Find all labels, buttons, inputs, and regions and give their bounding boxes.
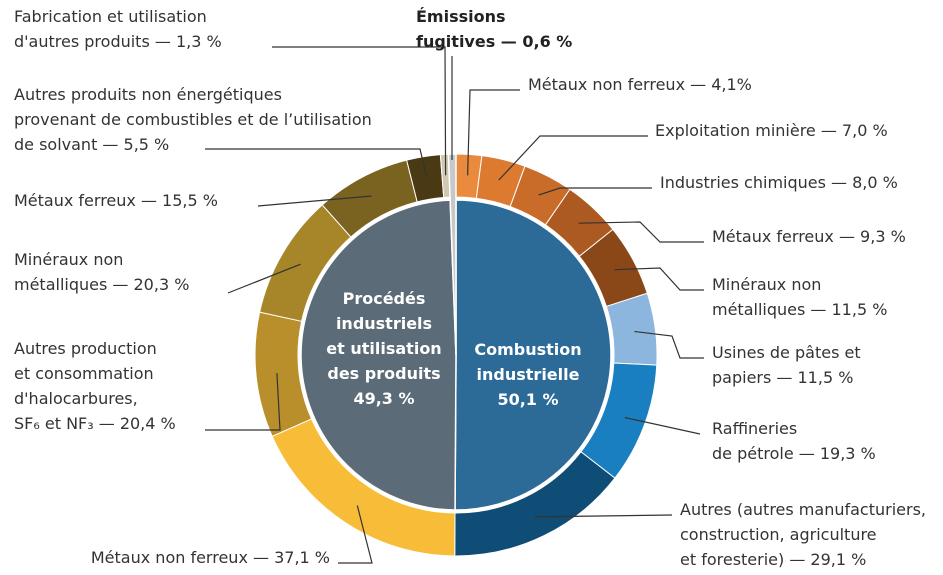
- label-line: Métaux non ferreux — 4,1%: [528, 75, 752, 94]
- label: Métaux ferreux — 9,3 %: [712, 227, 906, 246]
- leader-line: [614, 267, 704, 291]
- leader-line: [257, 195, 372, 207]
- label: Autres production et consommation d'haloca…: [14, 339, 176, 433]
- outer-segment: [605, 292, 658, 366]
- label: Autres (autres manufacturiers, constructi…: [680, 500, 926, 569]
- inner-slice: [300, 199, 457, 511]
- label-line: métalliques — 20,3 %: [14, 275, 189, 294]
- leader-line: [272, 46, 447, 176]
- label-line: Autres production: [14, 339, 157, 358]
- label-line: Émissions: [416, 7, 506, 26]
- label-line: Autres produits non énergétiques: [14, 85, 282, 104]
- label-line: industriels: [336, 314, 432, 333]
- label-line: construction, agriculture: [680, 525, 877, 544]
- label-line: industrielle: [477, 365, 580, 384]
- leader-line: [634, 330, 704, 359]
- label-line: Métaux ferreux — 9,3 %: [712, 227, 906, 246]
- label-line: Fabrication et utilisation: [14, 7, 207, 26]
- leader-line: [338, 505, 373, 564]
- leader-line: [498, 135, 648, 181]
- label-line: Autres (autres manufacturiers,: [680, 500, 926, 519]
- label-line: Combustion: [474, 340, 581, 359]
- label: Procédés industriels et utilisation des pro…: [326, 289, 441, 408]
- leader-line: [227, 263, 301, 294]
- label-line: de pétrole — 19,3 %: [712, 444, 876, 463]
- label-line: Raffineries: [712, 419, 797, 438]
- label-line: Procédés: [343, 289, 426, 308]
- leader-line: [205, 373, 281, 431]
- label-line: Métaux ferreux — 15,5 %: [14, 191, 218, 210]
- label-line: de solvant — 5,5 %: [14, 135, 169, 154]
- label-line: 49,3 %: [353, 389, 414, 408]
- label-line: et foresterie) — 29,1 %: [680, 550, 866, 569]
- label: Usines de pâtes et papiers — 11,5 %: [712, 343, 861, 387]
- label-line: SF₆ et NF₃ — 20,4 %: [14, 414, 176, 433]
- label-line: 50,1 %: [497, 390, 558, 409]
- label: Autres produits non énergétiques provenan…: [14, 85, 372, 154]
- label-line: Minéraux non: [712, 275, 821, 294]
- label-line: d'halocarbures,: [14, 389, 138, 408]
- label: Minéraux non métalliques — 20,3 %: [14, 250, 189, 294]
- label: Exploitation minière — 7,0 %: [655, 121, 888, 140]
- label-line: d'autres produits — 1,3 %: [14, 32, 222, 51]
- label: Émissions fugitives — 0,6 %: [416, 7, 572, 51]
- label-line: et utilisation: [326, 339, 441, 358]
- label-line: papiers — 11,5 %: [712, 368, 853, 387]
- leader-line: [578, 221, 704, 243]
- label-line: fugitives — 0,6 %: [416, 32, 572, 51]
- label-line: Minéraux non: [14, 250, 123, 269]
- label: Combustion industrielle 50,1 %: [474, 340, 581, 409]
- label: Industries chimiques — 8,0 %: [660, 173, 898, 192]
- label-line: Usines de pâtes et: [712, 343, 861, 362]
- label: Fabrication et utilisation d'autres produ…: [14, 7, 222, 51]
- leader-line: [624, 416, 701, 435]
- label-line: provenant de combustibles et de l’utilis…: [14, 110, 372, 129]
- leader-line: [538, 187, 652, 196]
- label-line: Industries chimiques — 8,0 %: [660, 173, 898, 192]
- leader-line: [205, 148, 428, 178]
- leader-line: [534, 514, 673, 518]
- leader-line: [467, 89, 520, 176]
- label: Métaux non ferreux — 4,1%: [528, 75, 752, 94]
- label: Métaux ferreux — 15,5 %: [14, 191, 218, 210]
- label-line: et consommation: [14, 364, 154, 383]
- label: Métaux non ferreux — 37,1 %: [91, 548, 330, 567]
- label-line: Exploitation minière — 7,0 %: [655, 121, 888, 140]
- label: Minéraux non métalliques — 11,5 %: [712, 275, 887, 319]
- label-line: des produits: [327, 364, 440, 383]
- label: Raffineries de pétrole — 19,3 %: [712, 419, 876, 463]
- inner-slice: [454, 199, 612, 511]
- label-line: métalliques — 11,5 %: [712, 300, 887, 319]
- label-line: Métaux non ferreux — 37,1 %: [91, 548, 330, 567]
